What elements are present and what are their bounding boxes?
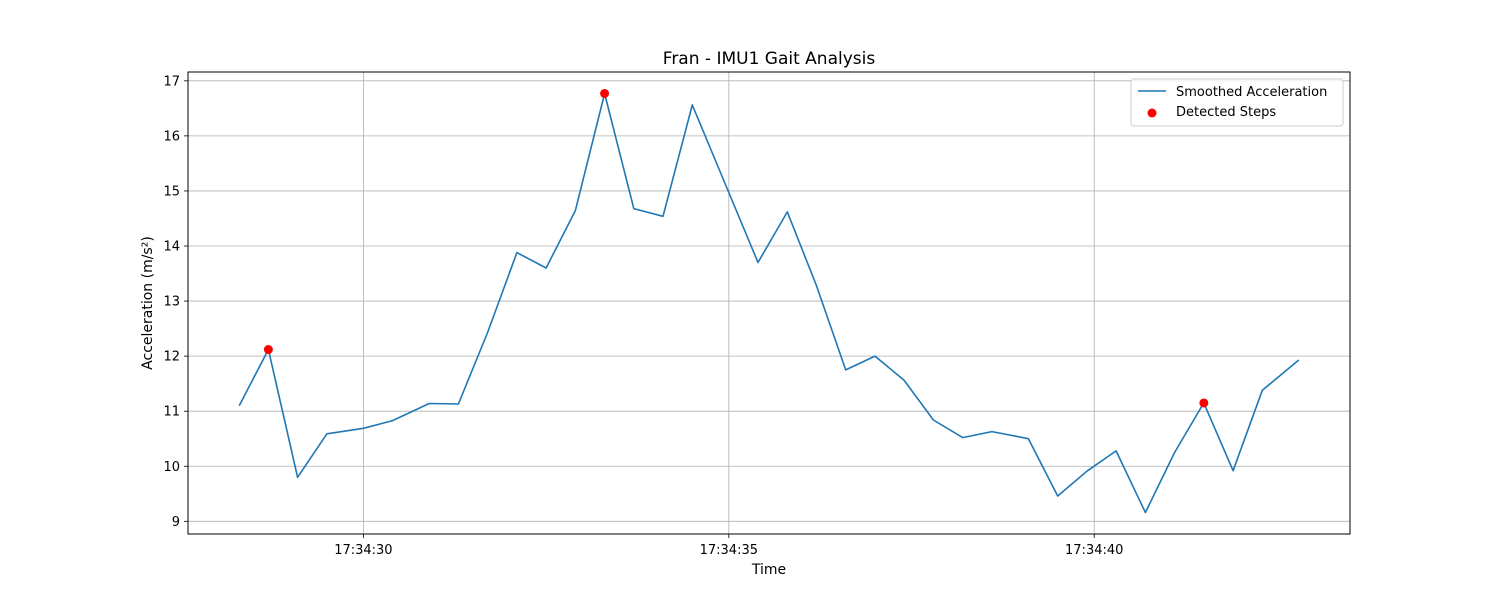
y-tick-label: 9 — [172, 515, 180, 530]
legend: Smoothed Acceleration Detected Steps — [1130, 78, 1344, 127]
detected-step-point — [600, 88, 610, 98]
y-tick-label: 16 — [163, 129, 180, 144]
y-tick-label: 15 — [163, 184, 180, 199]
grid-lines — [188, 72, 1350, 534]
legend-box — [1130, 78, 1344, 127]
legend-label-steps: Detected Steps — [1176, 105, 1276, 120]
y-tick-label: 12 — [163, 350, 180, 365]
y-tick-label: 17 — [163, 74, 180, 89]
legend-scatter-marker — [1147, 108, 1157, 118]
y-tick-label: 11 — [163, 405, 180, 420]
detected-step-point — [1199, 398, 1209, 408]
y-tick-label: 13 — [163, 295, 180, 310]
y-tick-label: 10 — [163, 460, 180, 475]
detected-step-point — [263, 345, 273, 355]
series-line-smoothed-acceleration — [238, 92, 1300, 514]
plot-frame — [187, 71, 1351, 535]
y-tick-label: 14 — [163, 240, 180, 255]
chart-title: Fran - IMU1 Gait Analysis — [663, 49, 876, 69]
legend-label-smoothed: Smoothed Acceleration — [1176, 85, 1327, 100]
series-layer — [238, 88, 1300, 514]
x-tick-label: 17:34:30 — [334, 543, 392, 558]
axis-ticks: 9 10 11 12 13 14 15 16 17 17:34:30 17:34:35 17:34:4… — [163, 74, 1123, 558]
x-tick-label: 17:34:35 — [700, 543, 758, 558]
x-tick-label: 17:34:40 — [1065, 543, 1123, 558]
x-axis-label: Time — [751, 562, 786, 578]
y-axis-label: Acceleration (m/s²) — [140, 236, 156, 370]
